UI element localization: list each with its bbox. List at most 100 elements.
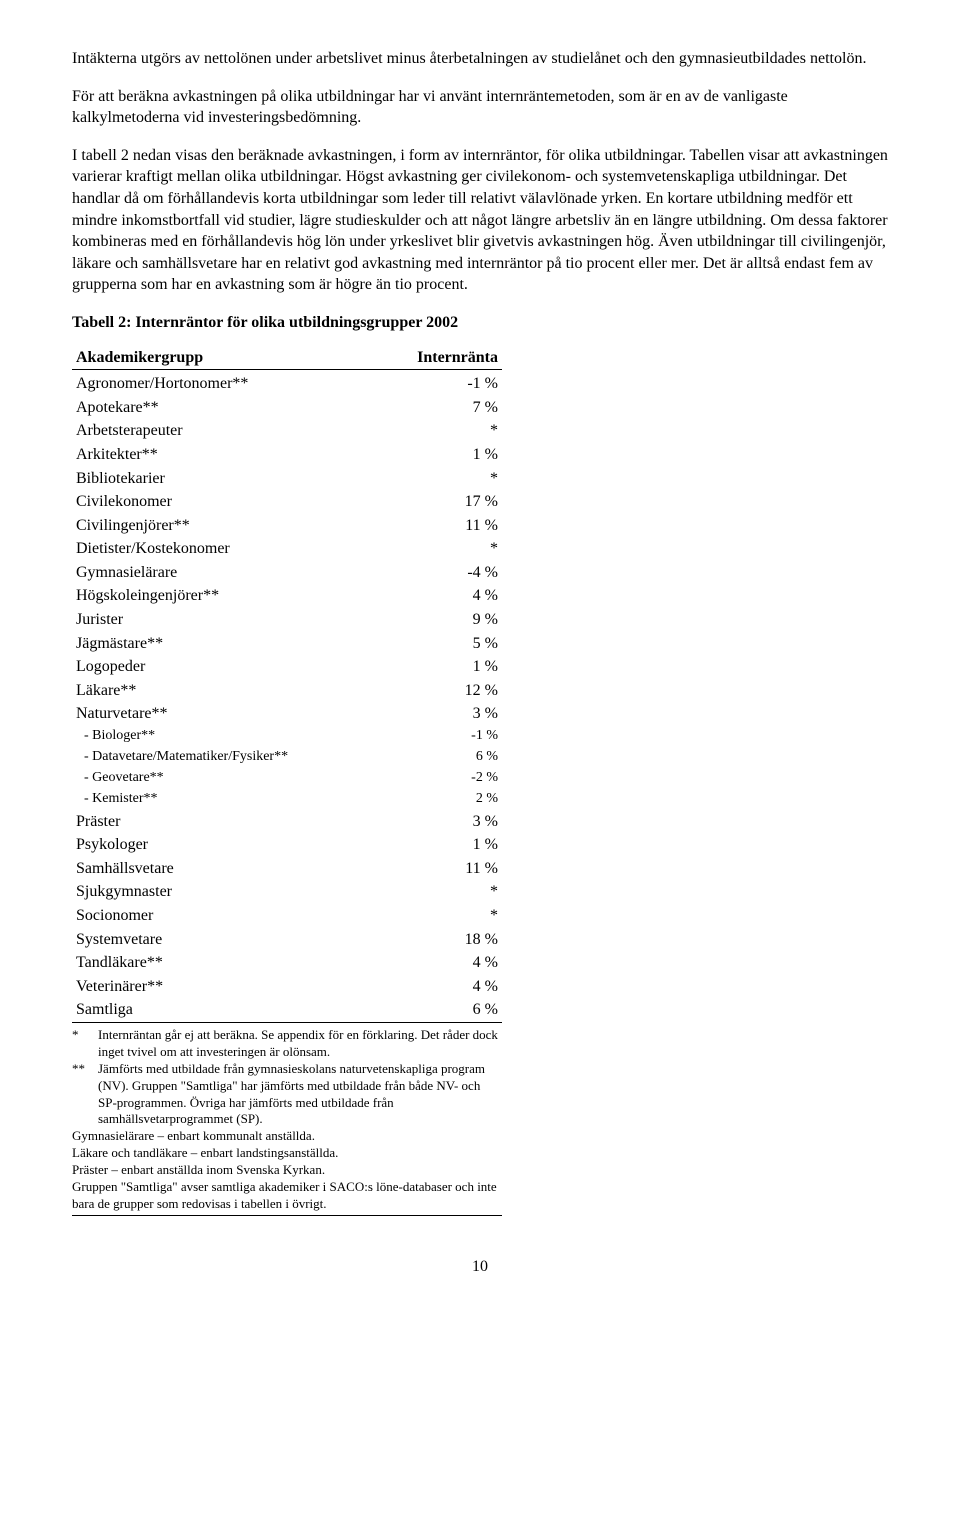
row-label: Präster: [72, 810, 378, 834]
footnote-line-1: Gymnasielärare – enbart kommunalt anstäl…: [72, 1128, 502, 1145]
table-row: Sjukgymnaster*: [72, 880, 502, 904]
row-value: *: [378, 467, 502, 491]
row-value: -2 %: [378, 768, 502, 789]
row-value: 18 %: [378, 928, 502, 952]
row-label: - Biologer**: [72, 726, 378, 747]
table-row: Dietister/Kostekonomer*: [72, 537, 502, 561]
row-label: Apotekare**: [72, 396, 378, 420]
row-value: *: [378, 904, 502, 928]
row-value: 6 %: [378, 747, 502, 768]
table-row: Tandläkare**4 %: [72, 951, 502, 975]
footnote-line-2: Läkare och tandläkare – enbart landsting…: [72, 1145, 502, 1162]
row-label: Agronomer/Hortonomer**: [72, 372, 378, 396]
table-row: Samhällsvetare11 %: [72, 857, 502, 881]
footnote-2-marker: **: [72, 1061, 90, 1129]
table-row: Civilekonomer17 %: [72, 490, 502, 514]
footnote-1-text: Internräntan går ej att beräkna. Se appe…: [98, 1027, 502, 1061]
row-value: 17 %: [378, 490, 502, 514]
table-row: Socionomer*: [72, 904, 502, 928]
col-header-value: Internränta: [378, 346, 502, 370]
row-label: Gymnasielärare: [72, 561, 378, 585]
table-row: Arkitekter**1 %: [72, 443, 502, 467]
row-label: - Geovetare**: [72, 768, 378, 789]
table-row: - Kemister**2 %: [72, 789, 502, 810]
paragraph-1: Intäkterna utgörs av nettolönen under ar…: [72, 48, 888, 70]
footnote-2: ** Jämförts med utbildade från gymnasies…: [72, 1061, 502, 1129]
row-label: Tandläkare**: [72, 951, 378, 975]
table-row: Systemvetare18 %: [72, 928, 502, 952]
row-value: 1 %: [378, 655, 502, 679]
table-row: Gymnasielärare-4 %: [72, 561, 502, 585]
row-label: - Kemister**: [72, 789, 378, 810]
row-label: Jurister: [72, 608, 378, 632]
row-value: -1 %: [378, 372, 502, 396]
table-row: Arbetsterapeuter*: [72, 419, 502, 443]
table-row: - Datavetare/Matematiker/Fysiker**6 %: [72, 747, 502, 768]
row-value: 11 %: [378, 514, 502, 538]
table-title: Tabell 2: Internräntor för olika utbildn…: [72, 312, 888, 334]
row-label: Sjukgymnaster: [72, 880, 378, 904]
table-divider-bottom: [72, 1022, 502, 1025]
table-row: Samtliga6 %: [72, 998, 502, 1022]
row-value: 4 %: [378, 951, 502, 975]
row-value: 7 %: [378, 396, 502, 420]
row-value: *: [378, 537, 502, 561]
row-label: Arbetsterapeuter: [72, 419, 378, 443]
row-value: 4 %: [378, 975, 502, 999]
row-value: 2 %: [378, 789, 502, 810]
row-value: 12 %: [378, 679, 502, 703]
table-row: - Biologer**-1 %: [72, 726, 502, 747]
col-header-group: Akademikergrupp: [72, 346, 378, 370]
row-label: Samhällsvetare: [72, 857, 378, 881]
row-label: Arkitekter**: [72, 443, 378, 467]
row-label: Systemvetare: [72, 928, 378, 952]
table-row: Civilingenjörer**11 %: [72, 514, 502, 538]
row-value: *: [378, 419, 502, 443]
row-label: Bibliotekarier: [72, 467, 378, 491]
footnotes-block: * Internräntan går ej att beräkna. Se ap…: [72, 1027, 502, 1216]
row-label: Jägmästare**: [72, 632, 378, 656]
table-row: Naturvetare**3 %: [72, 702, 502, 726]
footnote-bottom-divider: [72, 1215, 502, 1216]
row-label: Logopeder: [72, 655, 378, 679]
row-value: *: [378, 880, 502, 904]
row-label: Läkare**: [72, 679, 378, 703]
row-value: -4 %: [378, 561, 502, 585]
table-row: Agronomer/Hortonomer**-1 %: [72, 372, 502, 396]
footnote-line-3: Präster – enbart anställda inom Svenska …: [72, 1162, 502, 1179]
table-row: Apotekare**7 %: [72, 396, 502, 420]
table-row: - Geovetare**-2 %: [72, 768, 502, 789]
table-row: Jurister9 %: [72, 608, 502, 632]
table-header-row: Akademikergrupp Internränta: [72, 346, 502, 370]
footnote-line-4: Gruppen "Samtliga" avser samtliga akadem…: [72, 1179, 502, 1213]
table-row: Psykologer1 %: [72, 833, 502, 857]
paragraph-2: För att beräkna avkastningen på olika ut…: [72, 86, 888, 129]
row-label: Veterinärer**: [72, 975, 378, 999]
row-label: Samtliga: [72, 998, 378, 1022]
internranta-table: Akademikergrupp Internränta Agronomer/Ho…: [72, 346, 502, 1025]
table-row: Logopeder1 %: [72, 655, 502, 679]
footnote-1-marker: *: [72, 1027, 90, 1061]
table-row: Jägmästare**5 %: [72, 632, 502, 656]
row-value: 3 %: [378, 810, 502, 834]
row-value: 5 %: [378, 632, 502, 656]
row-value: 1 %: [378, 443, 502, 467]
row-value: 1 %: [378, 833, 502, 857]
table-body: Agronomer/Hortonomer**-1 %Apotekare**7 %…: [72, 372, 502, 1022]
row-label: Psykologer: [72, 833, 378, 857]
row-label: Civilingenjörer**: [72, 514, 378, 538]
table-row: Läkare**12 %: [72, 679, 502, 703]
table-row: Högskoleingenjörer**4 %: [72, 584, 502, 608]
row-value: 3 %: [378, 702, 502, 726]
row-value: 4 %: [378, 584, 502, 608]
table-row: Veterinärer**4 %: [72, 975, 502, 999]
footnote-2-text: Jämförts med utbildade från gymnasieskol…: [98, 1061, 502, 1129]
row-label: Civilekonomer: [72, 490, 378, 514]
row-label: Socionomer: [72, 904, 378, 928]
row-value: 11 %: [378, 857, 502, 881]
row-label: Högskoleingenjörer**: [72, 584, 378, 608]
page-number: 10: [72, 1256, 888, 1278]
paragraph-3: I tabell 2 nedan visas den beräknade avk…: [72, 145, 888, 296]
footnote-1: * Internräntan går ej att beräkna. Se ap…: [72, 1027, 502, 1061]
table-row: Bibliotekarier*: [72, 467, 502, 491]
